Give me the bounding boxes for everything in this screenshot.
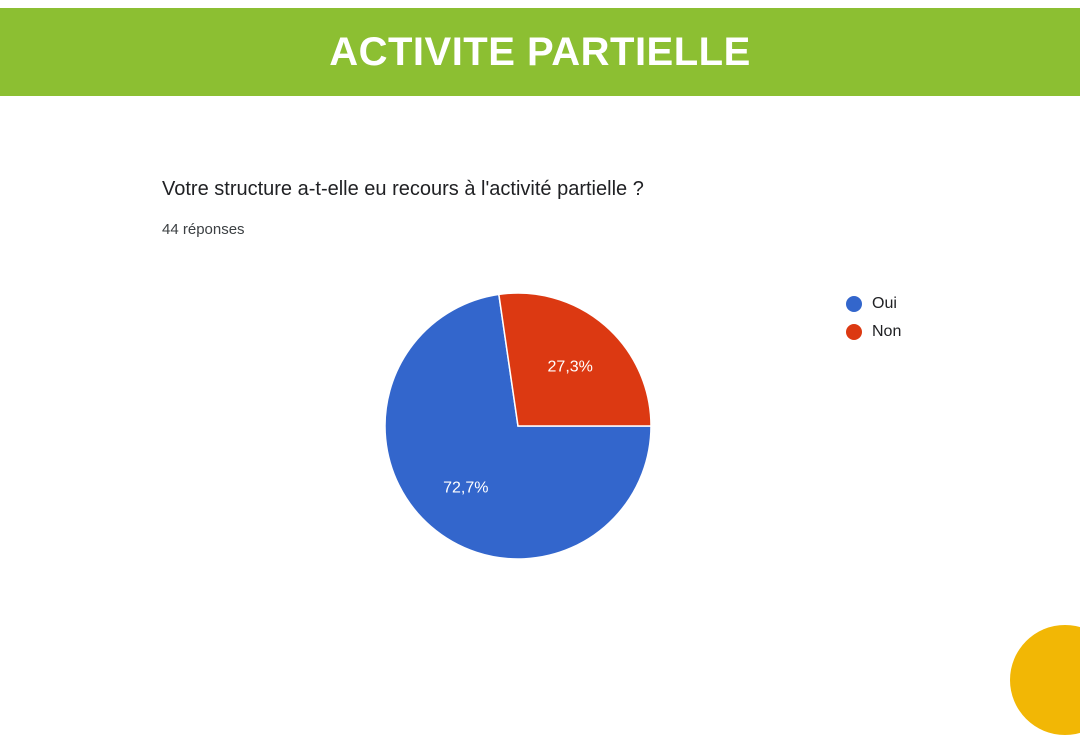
pie-slice-non [497,292,652,427]
legend-swatch-oui [846,296,862,312]
chart-legend: Oui Non [846,290,901,346]
page-title: ACTIVITE PARTIELLE [329,29,751,74]
header-banner: ACTIVITE PARTIELLE [0,8,1080,96]
legend-label-oui: Oui [872,295,897,312]
response-count: 44 réponses [162,221,245,238]
legend-item-oui: Oui [846,290,901,318]
legend-item-non: Non [846,318,901,346]
legend-label-non: Non [872,323,902,340]
pie-label-oui: 72,7% [443,479,488,496]
pie-chart: 72,7% 27,3% [384,292,652,560]
question-title: Votre structure a-t-elle eu recours à l'… [162,178,644,200]
legend-swatch-non [846,324,862,340]
pie-label-non: 27,3% [548,359,593,376]
